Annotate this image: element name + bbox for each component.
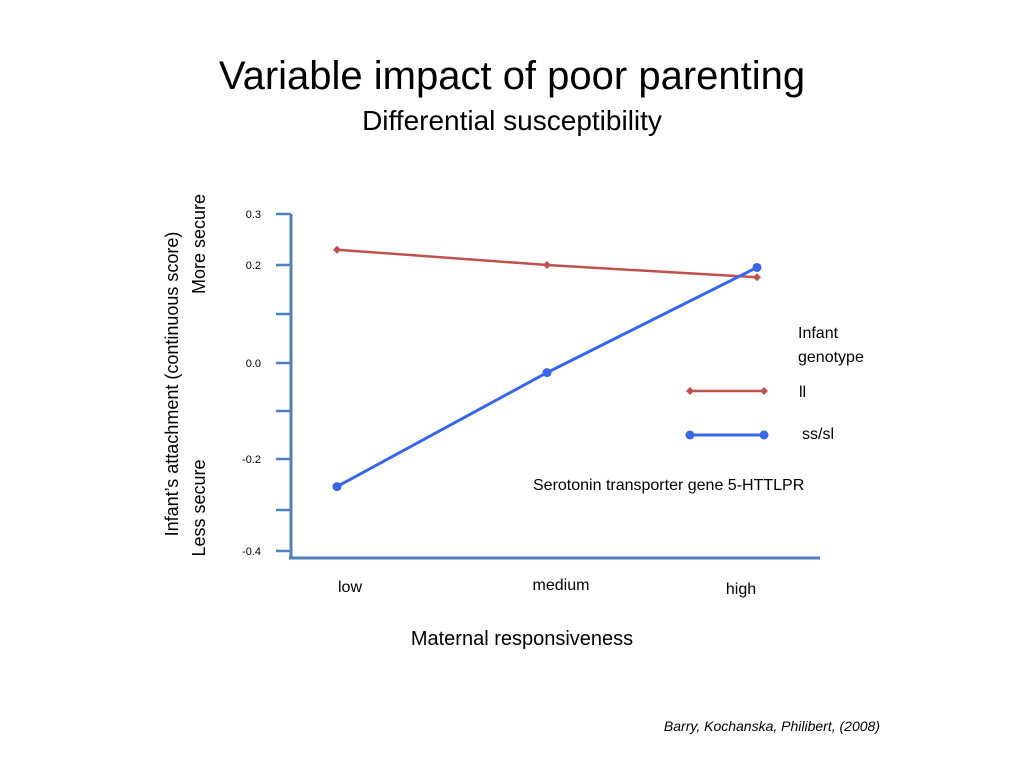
- x-tick-label-high: high: [726, 581, 756, 598]
- data-point-ss-sl-low: [332, 482, 342, 492]
- legend-marker-ss-sl: [685, 430, 695, 440]
- y-tick-label: -0.4: [242, 546, 261, 558]
- legend-title-line-2: genotype: [798, 349, 864, 366]
- y-axis-label: Infant’s attachment (continuous score): [162, 232, 182, 537]
- legend-marker-ll: [760, 387, 768, 395]
- legend-label-ll: ll: [799, 384, 806, 401]
- legend-marker-ss-sl: [759, 430, 769, 440]
- data-point-ll-medium: [543, 261, 551, 269]
- y-tick-label: 0.0: [246, 358, 261, 370]
- legend-title-line-1: Infant: [798, 325, 839, 342]
- gene-annotation: Serotonin transporter gene 5-HTTLPR: [533, 477, 804, 494]
- data-point-ss-sl-medium: [542, 368, 552, 378]
- slide-title: Variable impact of poor parenting: [218, 54, 806, 98]
- y-more-secure-label: More secure: [189, 194, 209, 294]
- data-point-ss-sl-high: [752, 262, 762, 272]
- slide-subtitle: Differential susceptibility: [362, 105, 662, 136]
- citation: Barry, Kochanska, Philibert, (2008): [663, 718, 880, 734]
- x-tick-label-low: low: [338, 579, 362, 596]
- x-axis-label: Maternal responsiveness: [411, 628, 633, 650]
- legend-marker-ll: [686, 387, 694, 395]
- data-point-ll-high: [753, 273, 761, 282]
- x-tick-label-medium: medium: [533, 577, 590, 594]
- y-tick-label: 0.2: [246, 260, 261, 272]
- y-less-secure-label: Less secure: [189, 459, 209, 556]
- legend-label-ss-sl: ss/sl: [802, 426, 834, 443]
- y-tick-label: 0.3: [246, 209, 261, 221]
- y-tick-label: -0.2: [242, 454, 261, 466]
- data-point-ll-low: [333, 245, 341, 254]
